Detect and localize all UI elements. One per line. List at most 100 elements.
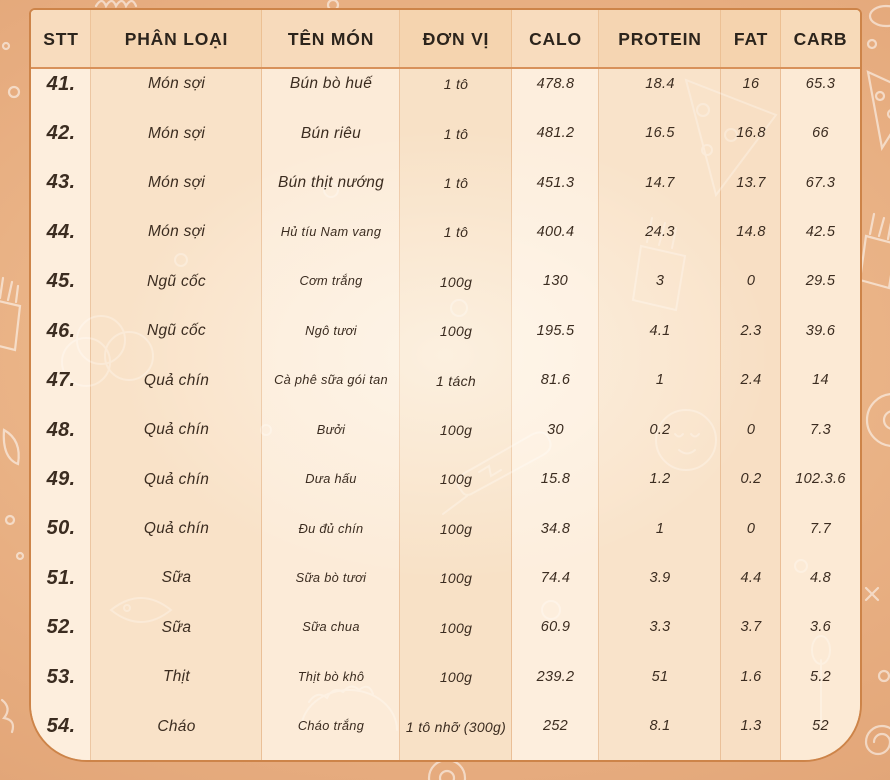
cell-calo: 451.3 (536, 174, 575, 191)
cell-protein: 0.2 (649, 421, 671, 438)
cell-ten-mon: Đu đủ chín (298, 520, 364, 536)
cell-phan-loai: Món sợi (147, 174, 206, 192)
nutrition-table: STT PHÂN LOẠI TÊN MÓN ĐƠN VỊ CALO PROTEI… (29, 8, 862, 762)
cell-don-vi: 100g (439, 273, 473, 290)
fries-doodle (858, 212, 890, 290)
cell-calo: 30 (547, 421, 564, 438)
cell-carb: 42.5 (805, 224, 836, 241)
cell-don-vi: 1 tô (443, 125, 469, 142)
cell-stt: 42. (46, 122, 76, 145)
cell-calo: 15.8 (540, 471, 571, 488)
cell-carb: 7.7 (809, 520, 832, 537)
pizza-doodle (866, 70, 890, 151)
cell-fat: 16.8 (736, 125, 766, 142)
dot-doodle (4, 514, 16, 526)
scribble-doodle (868, 4, 890, 28)
cell-protein: 4.1 (649, 322, 671, 339)
cell-calo: 195.5 (536, 322, 575, 339)
cell-stt: 49. (46, 468, 76, 490)
dot-doodle (877, 669, 890, 683)
cell-protein: 16.5 (645, 125, 675, 142)
sparkle-doodle (864, 586, 880, 602)
cell-ten-mon: Cơm trắng (299, 273, 363, 289)
cell-phan-loai: Cháo (157, 717, 196, 735)
scribble-doodle (94, 0, 138, 9)
cell-phan-loai: Thịt (162, 668, 191, 686)
cell-protein: 3.3 (649, 619, 671, 636)
cell-don-vi: 100g (439, 619, 473, 636)
cell-carb: 5.2 (809, 668, 832, 685)
cell-ten-mon: Bún riêu (300, 124, 362, 142)
cell-phan-loai: Quả chín (143, 470, 210, 488)
header-rule (31, 67, 860, 69)
cell-calo: 34.8 (540, 520, 571, 537)
dot-doodle (1, 41, 11, 51)
cell-protein: 1.2 (649, 471, 671, 488)
cell-calo: 74.4 (540, 570, 571, 587)
pizza-doodle (874, 90, 886, 102)
cell-ten-mon: Cháo trắng (297, 718, 365, 734)
cell-don-vi: 1 tô nhỡ (300g) (405, 718, 507, 735)
dot-doodle (15, 551, 25, 561)
cell-fat: 2.3 (740, 322, 762, 339)
cell-stt: 48. (46, 418, 76, 441)
cell-fat: 0 (746, 421, 756, 438)
cell-don-vi: 100g (439, 570, 473, 587)
cell-ten-mon: Ngô tươi (305, 322, 357, 338)
cell-fat: 14.8 (736, 224, 766, 241)
cell-calo: 400.4 (536, 224, 575, 241)
spiral-doodle (438, 769, 456, 780)
dot-doodle (7, 85, 21, 99)
cell-protein: 14.7 (645, 174, 675, 191)
cell-don-vi: 100g (439, 669, 473, 686)
cell-stt: 53. (46, 665, 76, 688)
cell-don-vi: 1 tách (436, 372, 476, 389)
cell-fat: 3.7 (740, 619, 762, 636)
donut-doodle (865, 393, 890, 447)
cell-stt: 50. (46, 517, 76, 540)
cell-fat: 0 (746, 520, 756, 537)
cell-stt: 54. (46, 715, 76, 738)
cell-ten-mon: Thịt bò khô (297, 668, 365, 684)
cell-phan-loai: Món sợi (147, 223, 206, 241)
cell-phan-loai: Quả chín (143, 421, 210, 439)
cell-stt: 44. (46, 220, 76, 243)
cell-protein: 1 (655, 520, 665, 537)
wave-doodle (0, 698, 15, 734)
cell-protein: 3 (655, 273, 665, 290)
cell-protein: 8.1 (649, 718, 671, 735)
cell-ten-mon: Hủ tíu Nam vang (280, 224, 382, 240)
cell-stt: 51. (46, 566, 76, 589)
cell-carb: 14 (812, 372, 829, 389)
cell-carb: 7.3 (809, 421, 832, 438)
cell-carb: 39.6 (805, 322, 836, 339)
cell-ten-mon: Dưa hấu (305, 471, 357, 487)
spiral-doodle (864, 724, 890, 756)
cell-fat: 1.3 (740, 718, 762, 735)
cell-fat: 1.6 (740, 668, 762, 685)
cell-protein: 24.3 (645, 224, 675, 241)
cell-ten-mon: Bún thịt nướng (277, 174, 385, 192)
cell-don-vi: 100g (439, 520, 473, 537)
cell-protein: 3.9 (649, 570, 671, 587)
cell-ten-mon: Cà phê sữa gói tan (274, 372, 388, 388)
cell-fat: 0.2 (740, 471, 762, 488)
cell-stt: 43. (46, 171, 76, 194)
cell-phan-loai: Món sợi (147, 124, 206, 142)
cell-stt: 46. (46, 319, 76, 342)
fries-doodle (0, 276, 22, 352)
cell-calo: 130 (542, 273, 569, 290)
cell-stt: 47. (46, 369, 76, 392)
dot-doodle (866, 38, 878, 50)
cell-don-vi: 1 tô (443, 224, 469, 241)
cell-carb: 67.3 (805, 174, 836, 191)
cell-ten-mon: Bưởi (316, 421, 346, 437)
cell-calo: 81.6 (540, 372, 571, 389)
cell-calo: 60.9 (540, 619, 571, 636)
cell-don-vi: 100g (439, 323, 473, 340)
cell-carb: 29.5 (805, 273, 836, 290)
cell-phan-loai: Quả chín (143, 520, 210, 538)
cell-calo: 239.2 (536, 668, 575, 685)
cell-phan-loai: Ngũ cốc (147, 322, 206, 340)
